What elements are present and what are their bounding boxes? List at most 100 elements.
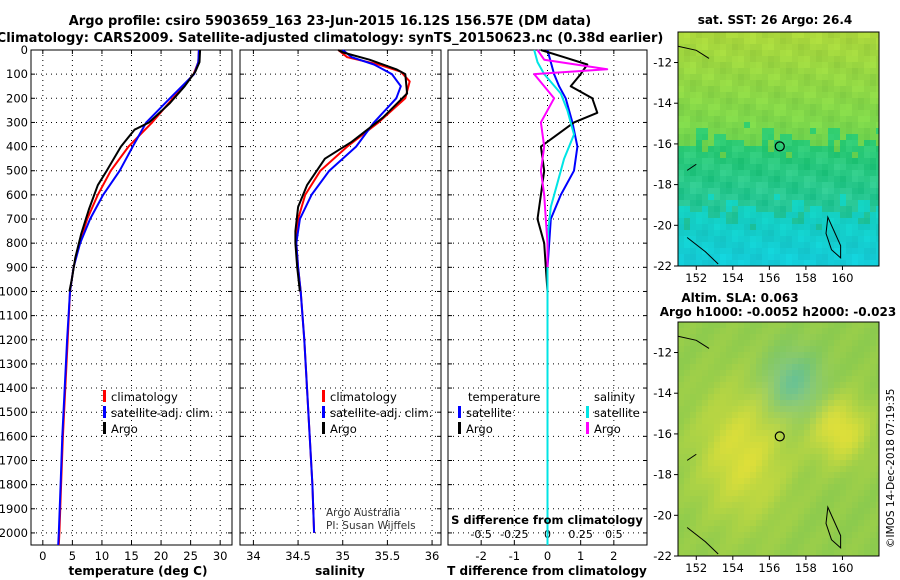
map-cell bbox=[678, 376, 685, 383]
map-cell bbox=[762, 508, 769, 515]
map-cell bbox=[810, 182, 817, 189]
map-cell bbox=[714, 508, 721, 515]
map-cell bbox=[744, 322, 751, 329]
map-cell bbox=[858, 412, 865, 419]
map-cell bbox=[816, 188, 823, 195]
map-cell bbox=[804, 260, 811, 267]
map-cell bbox=[858, 134, 865, 141]
map-cell bbox=[876, 538, 880, 545]
map-cell bbox=[756, 370, 763, 377]
map-cell bbox=[834, 248, 841, 255]
map-cell bbox=[780, 502, 787, 509]
map-cell bbox=[846, 424, 853, 431]
map-cell bbox=[738, 478, 745, 485]
map-cell bbox=[738, 448, 745, 455]
map-cell bbox=[750, 526, 757, 533]
map-cell bbox=[684, 400, 691, 407]
map-cell bbox=[834, 80, 841, 87]
map-cell bbox=[678, 176, 685, 183]
map-cell bbox=[696, 412, 703, 419]
map-cell bbox=[708, 56, 715, 63]
map-cell bbox=[690, 328, 697, 335]
map-cell bbox=[804, 532, 811, 539]
map-cell bbox=[804, 418, 811, 425]
map-cell bbox=[762, 436, 769, 443]
coastline-new-caledonia bbox=[825, 505, 842, 549]
map-cell bbox=[750, 152, 757, 159]
map-cell bbox=[714, 412, 721, 419]
map-cell bbox=[864, 98, 871, 105]
map-cell bbox=[684, 50, 691, 57]
map-cell bbox=[738, 146, 745, 153]
map-cell bbox=[768, 334, 775, 341]
map-cell bbox=[738, 484, 745, 491]
map-cell bbox=[690, 176, 697, 183]
map-cell bbox=[798, 116, 805, 123]
s-tick-label: -0.25 bbox=[500, 528, 528, 541]
map-cell bbox=[690, 104, 697, 111]
map-cell bbox=[810, 176, 817, 183]
map-cell bbox=[846, 454, 853, 461]
map-cell bbox=[810, 532, 817, 539]
map-cell bbox=[714, 472, 721, 479]
map-cell bbox=[840, 406, 847, 413]
map-cell bbox=[690, 376, 697, 383]
map-cell bbox=[780, 454, 787, 461]
map-cell bbox=[720, 164, 727, 171]
map-cell bbox=[720, 230, 727, 237]
map-cell bbox=[696, 146, 703, 153]
map-cell bbox=[780, 382, 787, 389]
map-cell bbox=[744, 538, 751, 545]
map-cell bbox=[756, 116, 763, 123]
map-cell bbox=[858, 206, 865, 213]
map-cell bbox=[756, 442, 763, 449]
map-cell bbox=[768, 116, 775, 123]
coastline-louisiade bbox=[677, 335, 710, 349]
map-cell bbox=[870, 472, 877, 479]
map-cell bbox=[732, 334, 739, 341]
map-cell bbox=[864, 418, 871, 425]
salinity-legend: climatology satellite-adj. clim. Argo bbox=[322, 390, 432, 436]
map-cell bbox=[804, 140, 811, 147]
map-cell bbox=[750, 50, 757, 57]
map-cell bbox=[840, 260, 847, 267]
map-cell bbox=[804, 38, 811, 45]
profile-line-argo bbox=[294, 49, 409, 292]
map-cell bbox=[696, 388, 703, 395]
map-cell bbox=[744, 460, 751, 467]
map-cell bbox=[690, 340, 697, 347]
map-cell bbox=[864, 328, 871, 335]
map-cell bbox=[798, 86, 805, 93]
map-cell bbox=[804, 352, 811, 359]
map-cell bbox=[816, 194, 823, 201]
map-cell bbox=[750, 92, 757, 99]
map-cell bbox=[798, 194, 805, 201]
legend-header-salinity: salinity bbox=[594, 390, 635, 404]
map-cell bbox=[810, 388, 817, 395]
map-cell bbox=[864, 218, 871, 225]
map-cell bbox=[768, 236, 775, 243]
map-cell bbox=[852, 116, 859, 123]
map-cell bbox=[858, 382, 865, 389]
map-cell bbox=[768, 80, 775, 87]
map-cell bbox=[690, 514, 697, 521]
map-cell bbox=[822, 260, 829, 267]
map-cell bbox=[714, 334, 721, 341]
map-cell bbox=[834, 424, 841, 431]
map-cell bbox=[804, 194, 811, 201]
map-cell bbox=[768, 86, 775, 93]
map-cell bbox=[690, 550, 697, 557]
map-cell bbox=[810, 322, 817, 329]
map-cell bbox=[696, 466, 703, 473]
map-cell bbox=[762, 340, 769, 347]
map-cell bbox=[720, 454, 727, 461]
map-cell bbox=[738, 496, 745, 503]
map-cell bbox=[822, 146, 829, 153]
map-cell bbox=[738, 550, 745, 557]
map-cell bbox=[678, 496, 685, 503]
map-cell bbox=[768, 56, 775, 63]
map-cell bbox=[750, 346, 757, 353]
map-cell bbox=[714, 478, 721, 485]
map-cell bbox=[744, 520, 751, 527]
map-cell bbox=[726, 176, 733, 183]
